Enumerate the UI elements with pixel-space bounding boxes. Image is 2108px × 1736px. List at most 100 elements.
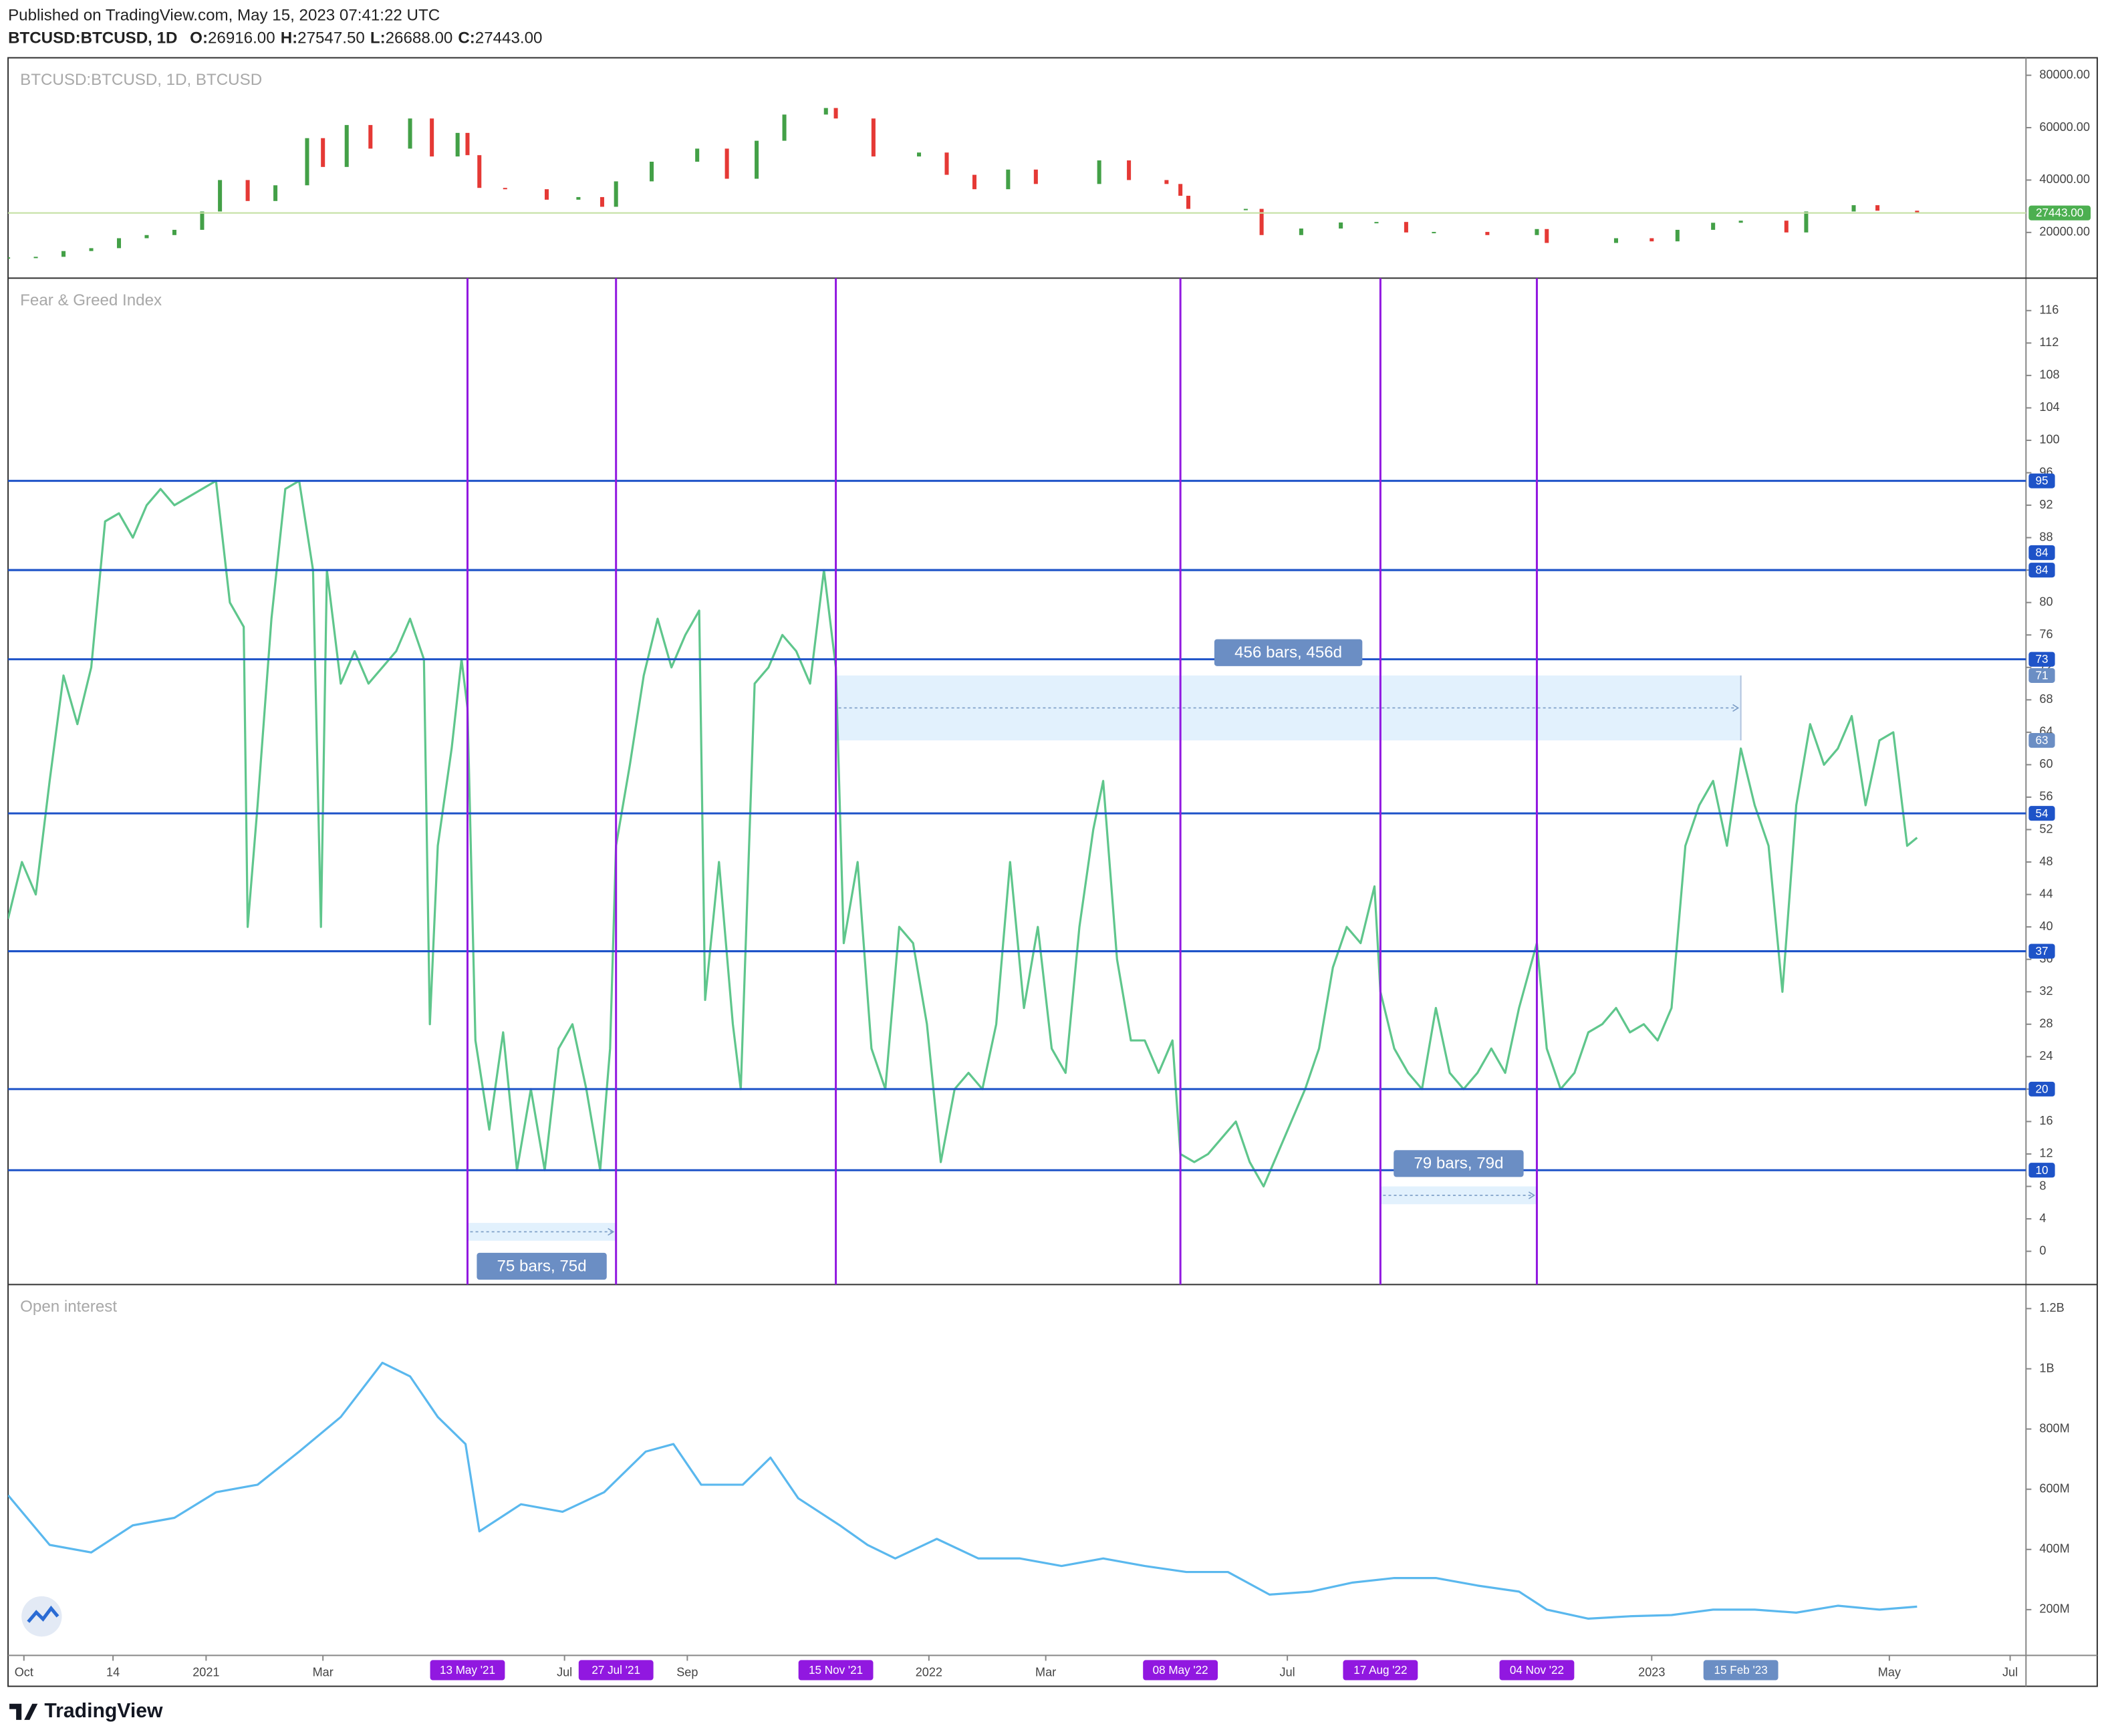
measure-label: 456 bars, 456d — [1234, 643, 1342, 662]
candle — [1915, 210, 1920, 213]
candle — [782, 114, 787, 141]
pane-title: BTCUSD:BTCUSD, 1D, BTCUSD — [20, 71, 262, 89]
level-label-bg — [2028, 944, 2055, 959]
pane — [8, 1361, 1918, 1620]
candle — [1545, 229, 1549, 243]
candle — [1804, 211, 1809, 233]
measure-label-bg — [1394, 1150, 1524, 1177]
candle — [8, 257, 11, 259]
candle — [833, 108, 838, 119]
marker-label-bg — [578, 1660, 654, 1681]
symbol-line: BTCUSD:BTCUSD, 1D O:26916.00 H:27547.50 L:… — [8, 29, 542, 47]
candle — [1299, 228, 1303, 235]
candle — [1650, 238, 1654, 242]
candle — [724, 148, 729, 179]
y-tick-label: 16 — [2039, 1114, 2053, 1127]
candle — [273, 185, 278, 201]
candle — [1675, 229, 1680, 242]
y-tick-label: 100 — [2039, 433, 2059, 446]
candle — [200, 211, 205, 230]
candle — [477, 155, 482, 188]
ohlc-value: 26688.00 — [386, 29, 453, 47]
level-label: 73 — [2035, 653, 2048, 666]
ohlc-value: 26916.00 — [208, 29, 275, 47]
measure-label: 79 bars, 79d — [1414, 1155, 1503, 1173]
y-tick-label: 112 — [2039, 335, 2059, 349]
measure-label: 75 bars, 75d — [497, 1257, 587, 1275]
y-tick-label: 0 — [2039, 1244, 2046, 1257]
marker-label: 17 Aug '22 — [1353, 1664, 1407, 1677]
x-tick-label: Mar — [1035, 1665, 1056, 1679]
candle — [544, 189, 549, 200]
last-price-label-bg — [2028, 205, 2091, 221]
y-tick-label: 20000.00 — [2039, 225, 2089, 239]
candle — [89, 248, 94, 251]
candle — [33, 257, 38, 259]
candle — [1339, 222, 1343, 229]
measure-arrowhead — [1528, 1191, 1535, 1199]
y-tick-label: 1B — [2039, 1361, 2054, 1375]
candle — [1711, 223, 1716, 230]
y-tick-label: 400M — [2039, 1542, 2069, 1556]
level-label-bg — [2028, 473, 2055, 488]
candle — [116, 238, 122, 249]
x-tick-label: 2021 — [192, 1665, 219, 1679]
y-tick-label: 44 — [2039, 887, 2053, 900]
candle — [1613, 238, 1618, 243]
level-label: 20 — [2035, 1082, 2048, 1095]
y-tick-label: 52 — [2039, 822, 2053, 835]
marker-label-bg — [1499, 1660, 1575, 1681]
candle — [1186, 195, 1190, 209]
series-line — [8, 1361, 1918, 1620]
pane-title: Fear & Greed Index — [20, 291, 162, 309]
level-label-bg — [2028, 1081, 2055, 1097]
candle — [172, 229, 176, 235]
y-tick-label: 600M — [2039, 1481, 2069, 1495]
x-tick-label: Sep — [676, 1665, 698, 1679]
level-label-bg — [2028, 563, 2055, 578]
ohlc-key: C: — [458, 29, 475, 47]
x-tick-label: 14 — [106, 1665, 120, 1679]
candle — [1535, 229, 1539, 235]
level-label: 84 — [2035, 547, 2048, 559]
marker-label-bg — [1343, 1660, 1418, 1681]
y-tick-label: 68 — [2039, 692, 2053, 706]
candle — [1164, 180, 1169, 184]
series-line — [8, 480, 1918, 1188]
y-tick-label: 200M — [2039, 1602, 2069, 1616]
y-tick-label: 40 — [2039, 919, 2053, 933]
candle — [1178, 184, 1183, 196]
frame — [7, 57, 2098, 1687]
candle — [1374, 222, 1379, 224]
measure-box — [835, 675, 1741, 741]
last-price-label: 27443.00 — [2036, 206, 2083, 219]
candle — [144, 235, 149, 239]
candle — [1851, 205, 1856, 212]
candle — [408, 118, 412, 149]
x-tick-label: 2023 — [1638, 1665, 1665, 1679]
level-label: 10 — [2035, 1164, 2048, 1177]
x-tick-label: Jul — [1280, 1665, 1295, 1679]
level-label-bg — [2028, 652, 2055, 667]
marker-label: 08 May '22 — [1153, 1664, 1208, 1677]
candle — [321, 138, 325, 167]
y-tick-label: 8 — [2039, 1179, 2046, 1192]
level-label: 54 — [2035, 807, 2048, 820]
y-tick-label: 40000.00 — [2039, 172, 2089, 186]
y-tick-label: 800M — [2039, 1421, 2069, 1435]
symbol: BTCUSD:BTCUSD, 1D — [8, 29, 177, 47]
ohlc-key: H: — [281, 29, 297, 47]
candle — [61, 251, 66, 257]
marker-label-bg — [798, 1660, 874, 1681]
y-tick-label: 12 — [2039, 1147, 2053, 1160]
x-tick-label: Oct — [15, 1665, 33, 1679]
y-tick-label: 28 — [2039, 1017, 2053, 1030]
measure-range-label-bg — [2028, 668, 2055, 683]
candle — [944, 152, 949, 175]
level-label: 84 — [2035, 564, 2048, 577]
candle — [1432, 232, 1436, 234]
x-tick-label: 2022 — [916, 1665, 942, 1679]
